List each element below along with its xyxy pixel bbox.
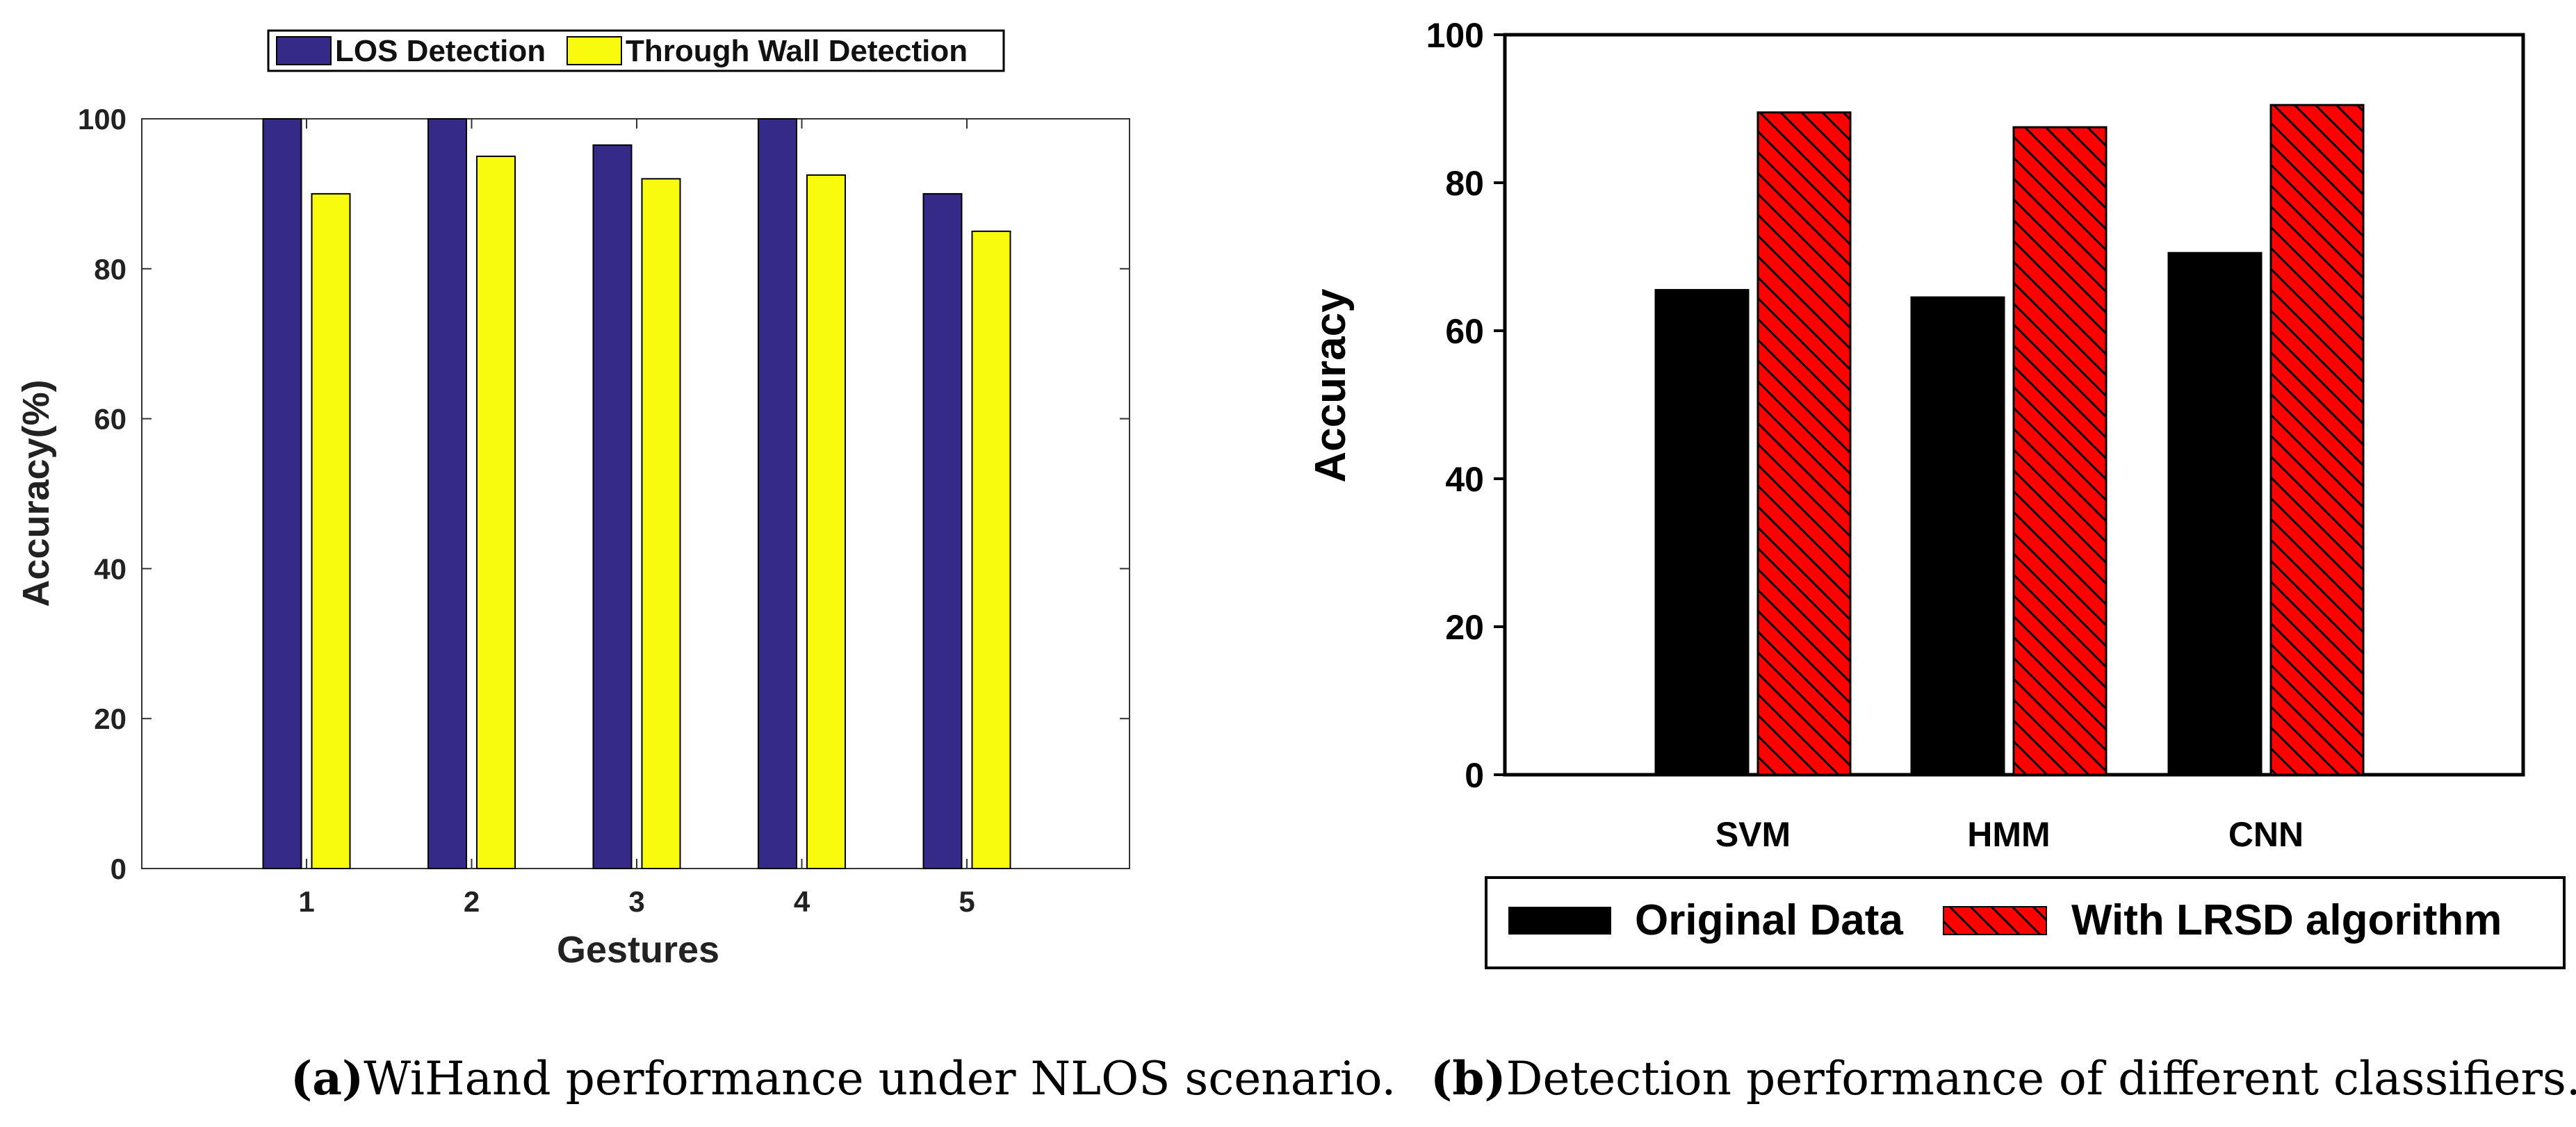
- caption-a: (a)WiHand performance under NLOS scenari…: [291, 1051, 1396, 1105]
- chart-b-y-tick-label: 80: [1445, 164, 1484, 203]
- caption-b: (b)Detection performance of different cl…: [1430, 1051, 2576, 1105]
- chart-a-x-tick-label: 1: [298, 885, 314, 918]
- caption-a-label: (a): [291, 1051, 364, 1105]
- bar-through-wall-detection-1: [311, 192, 351, 869]
- chart-a-x-tick-label: 5: [959, 885, 975, 918]
- chart-b-classifier-accuracy: 0 20 40 60 80 100 SVM HMM CNN Accuracy Original …: [1307, 16, 2566, 969]
- chart-b-y-tick-label: 40: [1445, 460, 1484, 499]
- chart-a-y-tick-label: 80: [94, 253, 127, 286]
- chart-a-x-tick-label: 4: [794, 885, 810, 918]
- chart-a-y-tick-label: 0: [111, 853, 127, 885]
- legend-label-with-lrsd-algorithm: With LRSD algorithm: [2071, 896, 2502, 944]
- chart-a-y-tick-label: 100: [78, 103, 127, 135]
- bar-with-lrsd-algorithm-svm: [1756, 111, 1852, 776]
- bar-with-lrsd-algorithm-hmm: [2012, 126, 2108, 776]
- bar-with-lrsd-algorithm-cnn: [2269, 104, 2365, 776]
- chart-b-y-axis-label: Accuracy: [1307, 288, 1355, 483]
- legend-swatch-los-detection: [276, 36, 332, 65]
- chart-b-y-tick-label: 100: [1426, 16, 1484, 55]
- svg-text:(a)WiHand performance under NL: (a)WiHand performance under NLOS scenari…: [291, 1051, 1396, 1105]
- bar-los-detection-2: [427, 118, 467, 869]
- chart-a-x-axis-label: Gestures: [557, 929, 719, 971]
- caption-b-label: (b): [1430, 1051, 1506, 1105]
- bar-los-detection-1: [262, 118, 302, 869]
- chart-b-x-tick-label: HMM: [1967, 815, 2050, 854]
- bar-through-wall-detection-2: [476, 155, 516, 870]
- chart-a-y-tick-label: 20: [94, 702, 127, 735]
- legend-label-through-wall-detection: Through Wall Detection: [626, 34, 968, 68]
- chart-b-y-tick-label: 60: [1445, 312, 1484, 351]
- legend-swatch-original-data: [1508, 907, 1611, 935]
- legend-swatch-with-lrsd-algorithm: [1943, 906, 2047, 935]
- chart-a-bars: [262, 118, 1011, 870]
- legend-label-los-detection: LOS Detection: [335, 34, 546, 68]
- legend-label-original-data: Original Data: [1635, 896, 1903, 944]
- chart-a-gesture-accuracy: LOS Detection Through Wall Detection 0 20…: [15, 29, 1130, 971]
- bar-los-detection-4: [758, 118, 797, 869]
- chart-b-y-tick-label: 20: [1445, 608, 1484, 647]
- bar-original-data-cnn: [2167, 252, 2263, 776]
- bar-through-wall-detection-3: [641, 178, 681, 869]
- legend-swatch-through-wall-detection: [566, 36, 622, 65]
- chart-a-legend-box: [267, 29, 1005, 72]
- bar-los-detection-3: [592, 144, 633, 869]
- chart-a-axes: [141, 118, 1130, 869]
- chart-a-y-tick-label: 60: [94, 403, 127, 436]
- chart-a-plot-area: [141, 118, 1130, 869]
- chart-a-tick-labels: 0 20 40 60 80 100 1 2 3 4 5: [78, 103, 975, 918]
- chart-b-x-tick-label: SVM: [1715, 815, 1791, 854]
- chart-a-x-tick-label: 2: [464, 885, 480, 918]
- bar-original-data-hmm: [1910, 296, 2005, 776]
- bar-los-detection-5: [922, 192, 963, 869]
- chart-b-tick-labels: 0 20 40 60 80 100 SVM HMM CNN: [1426, 16, 2304, 854]
- chart-a-legend: LOS Detection Through Wall Detection: [267, 29, 1005, 72]
- chart-a-x-tick-label: 3: [628, 885, 644, 918]
- bar-original-data-svm: [1654, 288, 1750, 776]
- bar-through-wall-detection-4: [806, 174, 846, 870]
- chart-b-bars: [1654, 104, 2365, 776]
- caption-a-text: WiHand performance under NLOS scenario.: [364, 1052, 1396, 1105]
- svg-text:(b)Detection performance of di: (b)Detection performance of different cl…: [1430, 1051, 2576, 1105]
- chart-b-axes: [1494, 33, 2525, 777]
- chart-a-y-tick-label: 40: [94, 552, 127, 585]
- caption-b-text: Detection performance of different class…: [1506, 1052, 2576, 1105]
- chart-a-y-axis-label: Accuracy(%): [15, 379, 57, 607]
- chart-b-legend: Original Data With LRSD algorithm: [1485, 876, 2566, 969]
- chart-b-x-tick-label: CNN: [2228, 815, 2304, 854]
- bar-through-wall-detection-5: [971, 230, 1011, 870]
- chart-b-y-tick-label: 0: [1465, 756, 1484, 795]
